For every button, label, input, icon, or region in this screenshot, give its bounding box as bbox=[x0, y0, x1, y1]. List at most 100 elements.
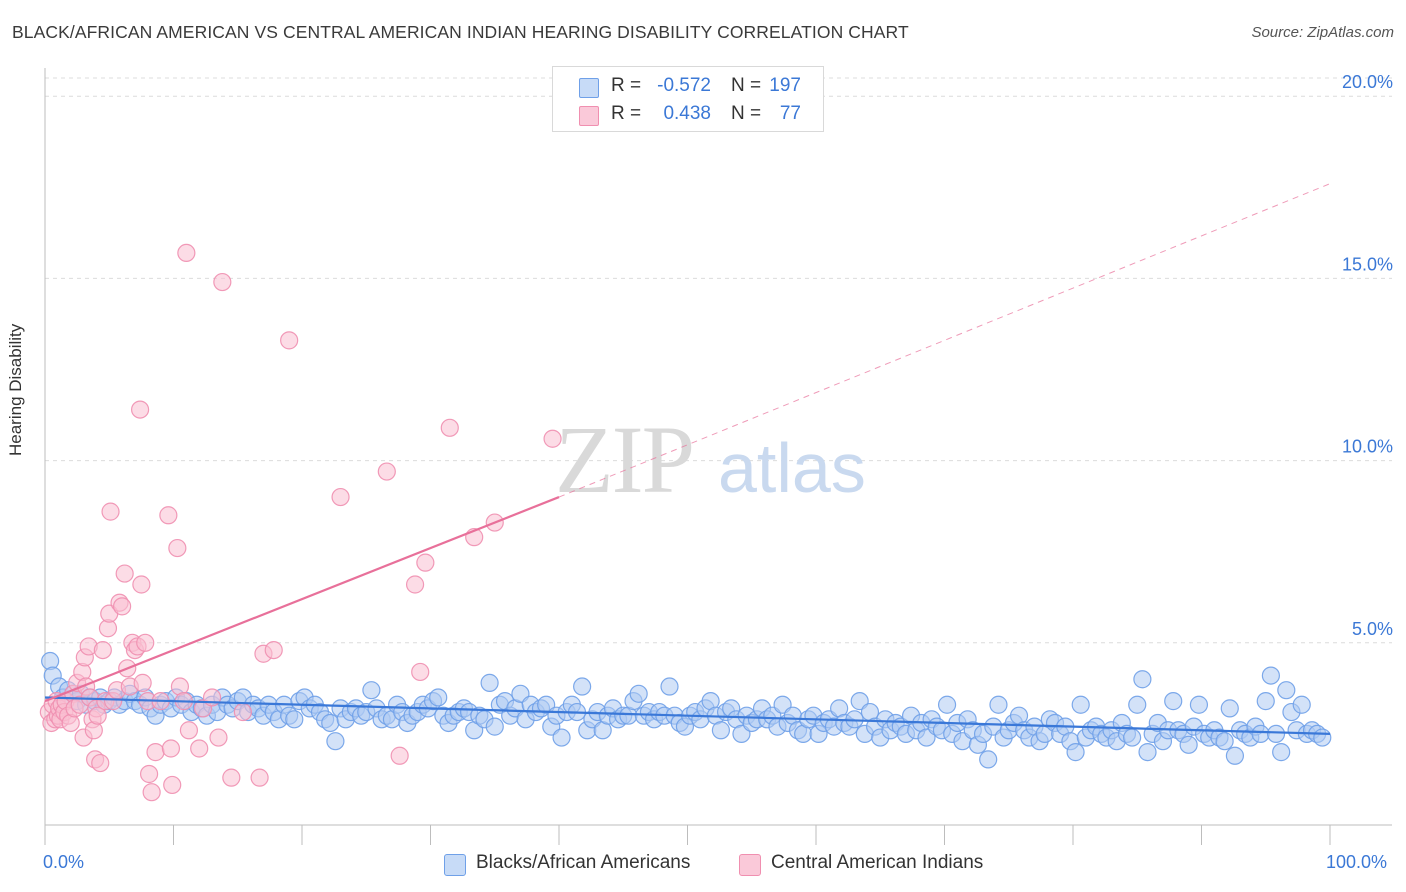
data-point bbox=[979, 750, 998, 769]
data-point bbox=[1266, 724, 1286, 744]
data-point bbox=[177, 243, 196, 263]
data-point bbox=[362, 681, 381, 700]
data-point bbox=[101, 502, 120, 521]
data-point bbox=[1164, 692, 1183, 711]
data-point bbox=[142, 783, 161, 802]
data-point bbox=[213, 272, 232, 292]
data-point bbox=[440, 418, 459, 437]
data-point bbox=[179, 721, 199, 740]
data-point bbox=[331, 487, 350, 507]
data-point bbox=[429, 688, 448, 707]
data-point bbox=[405, 575, 425, 594]
legend-label-pink: Central American Indians bbox=[771, 852, 984, 873]
data-point bbox=[1225, 746, 1245, 765]
data-point bbox=[132, 575, 151, 594]
data-point bbox=[1313, 728, 1332, 747]
data-point bbox=[416, 553, 435, 572]
data-point bbox=[264, 640, 283, 660]
data-point bbox=[190, 739, 209, 758]
data-point bbox=[1071, 695, 1090, 714]
legend-label-blue: Blacks/African Americans bbox=[476, 852, 691, 873]
data-point bbox=[1138, 743, 1157, 762]
y-tick-labels: 5.0% 10.0% 15.0% 20.0% bbox=[1342, 72, 1393, 639]
data-point bbox=[285, 710, 304, 729]
data-point bbox=[93, 640, 112, 660]
legend-n-value: 197 bbox=[769, 75, 801, 96]
data-point bbox=[1292, 695, 1311, 714]
y-tick-label: 15.0% bbox=[1342, 254, 1393, 274]
watermark: ZIP atlas bbox=[555, 406, 866, 513]
data-point bbox=[130, 400, 150, 419]
x-tick-label-max: 100.0% bbox=[1326, 852, 1388, 872]
data-point bbox=[1189, 695, 1209, 714]
data-point bbox=[480, 673, 499, 692]
legend-n-label: N = bbox=[731, 75, 762, 96]
legend-r-value: -0.572 bbox=[657, 75, 711, 96]
data-point bbox=[163, 775, 182, 795]
data-point bbox=[1123, 728, 1142, 747]
data-point bbox=[112, 597, 132, 616]
data-point bbox=[711, 721, 731, 740]
data-point bbox=[280, 331, 299, 350]
stats-legend: R = -0.572 N = 197 R = 0.438 N = 77 bbox=[552, 66, 824, 132]
data-point bbox=[115, 564, 134, 583]
axes bbox=[44, 68, 1392, 845]
data-point bbox=[1277, 681, 1296, 700]
data-point bbox=[660, 677, 679, 696]
legend-swatch-blue bbox=[579, 78, 599, 98]
trend-line-blue bbox=[44, 696, 1331, 736]
trend-line-pink bbox=[44, 496, 560, 703]
legend-row-pink: R = 0.438 N = 77 bbox=[553, 101, 823, 129]
data-point bbox=[377, 462, 396, 481]
data-point bbox=[326, 732, 345, 751]
data-point bbox=[233, 702, 252, 722]
data-point bbox=[1179, 735, 1198, 754]
watermark-atlas: atlas bbox=[718, 429, 866, 507]
y-tick-label: 20.0% bbox=[1342, 72, 1393, 92]
data-point bbox=[88, 706, 107, 725]
legend-swatch-pink bbox=[739, 854, 761, 876]
data-point bbox=[937, 695, 957, 714]
trend-line-pink-extension bbox=[558, 183, 1331, 498]
data-point bbox=[1215, 732, 1234, 751]
data-point bbox=[250, 768, 269, 787]
data-point bbox=[133, 673, 152, 692]
data-point bbox=[1256, 692, 1275, 711]
source-label: Source: ZipAtlas.com bbox=[1251, 24, 1394, 41]
y-tick-label: 5.0% bbox=[1352, 619, 1393, 639]
data-point bbox=[321, 713, 340, 733]
data-point bbox=[629, 684, 648, 703]
data-point bbox=[159, 506, 178, 525]
data-point bbox=[222, 768, 241, 787]
legend-swatch-pink bbox=[579, 106, 599, 126]
data-point bbox=[543, 429, 562, 448]
data-point bbox=[168, 538, 187, 558]
data-point bbox=[161, 739, 181, 758]
y-tick-label: 10.0% bbox=[1342, 437, 1393, 457]
data-point bbox=[209, 728, 228, 747]
data-point bbox=[552, 728, 571, 747]
data-point bbox=[139, 764, 159, 784]
legend-r-label: R = bbox=[611, 103, 642, 124]
watermark-zip: ZIP bbox=[555, 406, 693, 513]
data-point bbox=[146, 743, 165, 762]
data-point bbox=[1133, 670, 1152, 689]
data-point bbox=[1128, 695, 1147, 714]
data-point bbox=[1272, 743, 1291, 762]
data-point bbox=[1220, 699, 1239, 718]
legend-swatch-blue bbox=[444, 854, 466, 876]
data-point bbox=[989, 695, 1008, 714]
data-point bbox=[136, 633, 155, 652]
legend-n-label: N = bbox=[731, 103, 762, 124]
data-point bbox=[573, 677, 592, 696]
data-point bbox=[485, 717, 504, 736]
data-point bbox=[1261, 666, 1280, 685]
chart-title: BLACK/AFRICAN AMERICAN VS CENTRAL AMERIC… bbox=[12, 22, 909, 42]
x-tick-label-min: 0.0% bbox=[43, 852, 85, 872]
data-point bbox=[411, 662, 430, 682]
grid-lines bbox=[45, 77, 1392, 644]
legend-r-value: 0.438 bbox=[663, 103, 711, 124]
y-axis-label: Hearing Disability bbox=[6, 323, 25, 456]
data-point bbox=[390, 746, 409, 765]
